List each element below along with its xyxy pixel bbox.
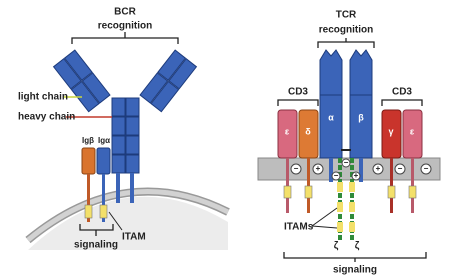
bracket <box>71 32 179 44</box>
label: signaling <box>333 265 377 276</box>
label: ζ <box>334 241 339 252</box>
chain-label: ε <box>285 126 290 136</box>
label: CD3 <box>392 87 412 98</box>
left-arm <box>52 49 111 113</box>
bracket <box>381 99 423 106</box>
membrane <box>257 157 441 181</box>
tcr-chains <box>277 49 423 182</box>
label: heavy chain <box>18 112 75 123</box>
label: CD3 <box>288 87 308 98</box>
label: ITAMs <box>284 222 314 233</box>
title: BCR <box>114 7 136 18</box>
charges <box>290 158 432 181</box>
cd3-tails <box>283 158 417 213</box>
charge: + <box>376 164 381 173</box>
charge: − <box>424 164 429 173</box>
chain-label: ε <box>410 126 415 136</box>
title: TCR <box>336 10 357 21</box>
charge: + <box>316 164 321 173</box>
bracket <box>317 38 375 48</box>
right-arm <box>139 49 198 113</box>
bracket <box>277 99 319 106</box>
label: Igβ <box>82 136 94 145</box>
bracket <box>283 252 427 262</box>
label: ζ <box>355 241 360 252</box>
charge: − <box>294 164 299 173</box>
subtitle: recognition <box>319 25 373 36</box>
charge: + <box>354 171 359 180</box>
itams-pointer <box>311 207 338 227</box>
label: signaling <box>74 240 118 251</box>
membrane-inner <box>26 189 230 242</box>
label: ITAM <box>122 232 146 243</box>
chain-label: δ <box>305 126 311 136</box>
charge: − <box>398 164 403 173</box>
zeta-chains <box>337 158 355 240</box>
heavy-chain-stem <box>111 97 140 203</box>
itams-pointer <box>311 225 338 229</box>
charge: − <box>344 158 349 167</box>
charge: − <box>334 171 339 180</box>
chain-label: α <box>328 112 334 122</box>
chain-label: β <box>358 112 364 122</box>
label: light chain <box>18 92 68 103</box>
label: Igα <box>98 136 110 145</box>
cell <box>28 196 228 250</box>
subtitle: recognition <box>98 21 152 32</box>
ig-chains <box>81 147 111 222</box>
chain-label: γ <box>388 126 393 136</box>
itam-pointer <box>108 211 123 231</box>
bracket <box>79 224 114 236</box>
